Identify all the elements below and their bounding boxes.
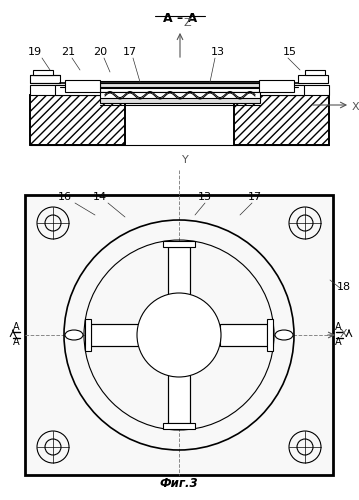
Text: А: А <box>13 337 19 347</box>
Text: 19: 19 <box>28 47 42 57</box>
Ellipse shape <box>275 330 293 340</box>
Text: 14: 14 <box>93 192 107 202</box>
Text: Z: Z <box>183 18 191 28</box>
Bar <box>65 80 100 92</box>
Text: 13: 13 <box>211 47 225 57</box>
Text: 17: 17 <box>123 47 137 57</box>
Bar <box>25 195 333 475</box>
Bar <box>30 75 60 83</box>
Text: А: А <box>13 322 19 332</box>
Text: 18: 18 <box>337 282 351 292</box>
Bar <box>30 95 125 145</box>
Text: 13: 13 <box>198 192 212 202</box>
Text: А: А <box>335 322 341 332</box>
Bar <box>305 70 325 75</box>
Text: 17: 17 <box>248 192 262 202</box>
Bar <box>85 319 91 351</box>
Bar <box>100 87 260 92</box>
Text: А – А: А – А <box>163 12 197 25</box>
Bar <box>298 75 328 83</box>
Text: 15: 15 <box>283 47 297 57</box>
Text: А: А <box>335 337 341 347</box>
Bar <box>30 95 125 145</box>
Text: Y: Y <box>182 155 189 165</box>
Bar <box>267 319 273 351</box>
Bar <box>30 85 125 95</box>
Text: 20: 20 <box>93 47 107 57</box>
Bar <box>234 95 329 145</box>
Ellipse shape <box>65 330 83 340</box>
Bar <box>100 83 260 88</box>
Bar <box>55 85 125 95</box>
Bar <box>259 80 294 92</box>
Text: 16: 16 <box>58 192 72 202</box>
Bar <box>163 423 195 429</box>
Bar <box>234 95 329 145</box>
Circle shape <box>137 293 221 377</box>
Bar <box>168 375 190 425</box>
Bar <box>100 98 260 103</box>
Bar <box>234 85 304 95</box>
Text: 21: 21 <box>61 47 75 57</box>
Bar <box>163 241 195 247</box>
Bar <box>234 85 329 95</box>
Text: X: X <box>340 329 348 339</box>
Text: X: X <box>352 102 359 112</box>
Bar <box>168 245 190 295</box>
Bar <box>86 324 139 346</box>
Bar <box>33 70 53 75</box>
Text: Фиг.3: Фиг.3 <box>160 477 198 490</box>
Bar <box>220 324 273 346</box>
Bar <box>100 92 260 100</box>
